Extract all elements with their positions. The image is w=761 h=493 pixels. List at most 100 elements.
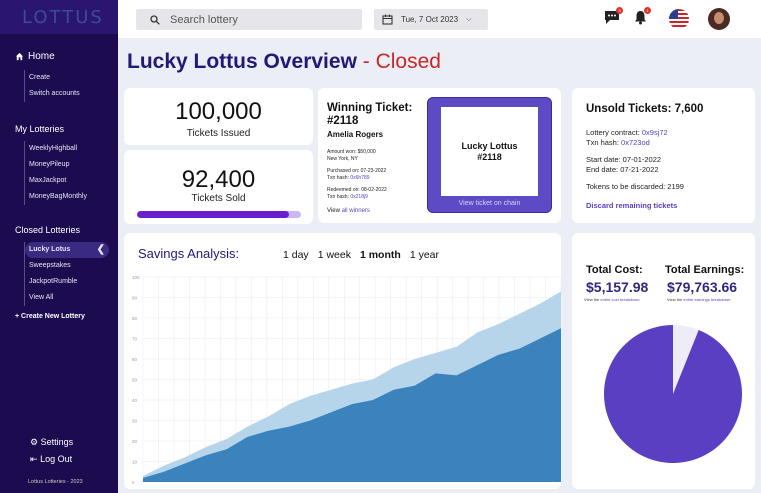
search-input[interactable] bbox=[170, 13, 340, 26]
lottery-contract-link[interactable]: 0x9sj72 bbox=[641, 128, 668, 137]
create-new-lottery-button[interactable]: + Create New Lottery bbox=[15, 313, 85, 320]
txn-label: Txn hash: bbox=[327, 194, 351, 200]
view-prefix: View bbox=[327, 208, 342, 214]
cost-breakdown-link[interactable]: entire cost breakdown bbox=[600, 297, 640, 302]
view-winners: View all winners bbox=[327, 208, 370, 215]
y-tick-label: 10 bbox=[132, 460, 138, 465]
tab-1-day[interactable]: 1 day bbox=[283, 249, 309, 261]
app-logo[interactable]: LOTTUS bbox=[0, 0, 118, 34]
y-tick-label: 70 bbox=[132, 337, 138, 342]
total-cost-label: Total Cost: bbox=[586, 264, 643, 276]
earnings-breakdown-link[interactable]: entire earnings breakdown bbox=[683, 297, 731, 302]
sidebar-item-create[interactable]: Create bbox=[29, 74, 51, 81]
closed-lotteries-list: Lucky Lotus ❮ Sweepstakes JackpotRumble … bbox=[24, 242, 109, 306]
winner-name: Amelia Rogers bbox=[327, 130, 384, 139]
txn-label: Txn hash: bbox=[586, 138, 622, 147]
sidebar-item-view-all[interactable]: View All bbox=[29, 294, 54, 301]
savings-analysis-card: Savings Analysis: 1 day 1 week 1 month 1… bbox=[124, 233, 561, 489]
calendar-icon bbox=[382, 14, 393, 25]
purchase-txn-link[interactable]: 0x6h789 bbox=[350, 175, 370, 181]
lottery-status: - Closed bbox=[356, 50, 441, 73]
sidebar-item-moneypileup[interactable]: MoneyPileup bbox=[29, 161, 70, 168]
user-avatar[interactable] bbox=[708, 8, 730, 30]
logout-icon: ⇤ bbox=[30, 454, 38, 464]
sidebar-item-jackpotrumble[interactable]: JackpotRumble bbox=[29, 278, 78, 285]
winner-location: New York, NY bbox=[327, 156, 358, 162]
winning-ticket-title: Winning Ticket: #2118 bbox=[327, 102, 413, 127]
redeem-date: Redeemed on: 08-02-2022 bbox=[327, 187, 387, 193]
tab-1-year[interactable]: 1 year bbox=[409, 249, 439, 261]
savings-title: Savings Analysis: bbox=[138, 246, 240, 261]
pie-slice-earnings bbox=[604, 325, 742, 463]
earnings-breakdown: View the entire earnings breakdown bbox=[667, 297, 731, 302]
notifications-button[interactable]: 1 bbox=[633, 7, 651, 30]
ticket-number: #2118 bbox=[477, 151, 502, 162]
pie-slice-cost bbox=[673, 325, 699, 394]
home-submenu: Create Switch accounts bbox=[24, 70, 80, 102]
y-tick-label: 0 bbox=[132, 480, 135, 485]
chevron-left-icon: ❮ bbox=[96, 244, 105, 255]
tickets-sold-label: Tickets Sold bbox=[191, 193, 246, 204]
logout-button[interactable]: ⇤ Log Out bbox=[30, 454, 72, 465]
sidebar-item-lucky-lotus[interactable]: Lucky Lotus ❮ bbox=[25, 242, 109, 258]
y-tick-label: 60 bbox=[132, 357, 138, 362]
earnings-sub-prefix: View the bbox=[667, 297, 684, 302]
sidebar-item-label: Lucky Lotus bbox=[29, 246, 71, 253]
messages-button[interactable]: 3 bbox=[604, 7, 623, 30]
top-header: Tue, 7 Oct 2023 ⌵ 3 1 bbox=[118, 0, 761, 38]
tickets-sold-progress-fill bbox=[137, 211, 289, 218]
home-icon bbox=[15, 52, 24, 61]
total-cost-value: $5,157.98 bbox=[586, 279, 649, 295]
chat-icon bbox=[605, 11, 619, 24]
tickets-sold-value: 92,400 bbox=[181, 166, 256, 193]
create-new-lottery-label: Create New Lottery bbox=[21, 313, 85, 320]
winner-amount: Amount won: $50,000 bbox=[327, 149, 376, 155]
sidebar-item-moneybagmonthly[interactable]: MoneyBagMonthly bbox=[29, 193, 87, 200]
language-selector[interactable] bbox=[668, 8, 690, 35]
tickets-issued-value: 100,000 bbox=[175, 98, 262, 125]
sidebar-item-switch-accounts[interactable]: Switch accounts bbox=[29, 90, 80, 97]
ticket-lottery-name: Lucky Lottus bbox=[461, 140, 518, 151]
plus-icon: + bbox=[15, 313, 20, 320]
tickets-sold-progress bbox=[137, 211, 301, 218]
sidebar-item-label: Home bbox=[28, 51, 55, 62]
cost-earnings-pie bbox=[604, 325, 742, 463]
settings-button[interactable]: ⚙ Settings bbox=[30, 437, 73, 448]
date-picker[interactable]: Tue, 7 Oct 2023 ⌵ bbox=[374, 9, 488, 30]
cost-breakdown: View the entire cost breakdown bbox=[584, 297, 640, 302]
discard-remaining-button[interactable]: Discard remaining tickets bbox=[586, 201, 678, 210]
tab-1-week[interactable]: 1 week bbox=[317, 249, 351, 261]
ticket-preview[interactable]: Lucky Lottus #2118 View ticket on chain bbox=[427, 97, 552, 213]
sidebar-item-sweepstakes[interactable]: Sweepstakes bbox=[29, 262, 71, 269]
sidebar-item-maxjackpot[interactable]: MaxJackpot bbox=[29, 177, 67, 184]
tickets-sold-card: 92,400 Tickets Sold bbox=[124, 150, 313, 224]
total-earnings-label: Total Earnings: bbox=[665, 264, 745, 276]
us-flag-icon bbox=[669, 9, 689, 29]
closed-lotteries-title: Closed Lotteries bbox=[15, 225, 81, 235]
sidebar-item-weeklyhighball[interactable]: WeeklyHighball bbox=[29, 145, 78, 152]
cost-earnings-card: Total Cost: $5,157.98 View the entire co… bbox=[572, 233, 755, 489]
footer-text: Lottus Lotteries - 2023 bbox=[28, 479, 83, 485]
contract-label: Lottery contract: bbox=[586, 128, 642, 137]
my-lotteries-title: My Lotteries bbox=[15, 124, 65, 134]
tokens-discard-count: Tokens to be discarded: 2199 bbox=[586, 182, 684, 191]
tickets-issued-card: 100,000 Tickets Issued bbox=[124, 88, 313, 145]
unsold-txn-link[interactable]: 0x723od bbox=[621, 138, 650, 147]
view-ticket-on-chain-link[interactable]: View ticket on chain bbox=[458, 200, 521, 207]
y-tick-label: 100 bbox=[132, 275, 140, 280]
notifications-badge: 1 bbox=[644, 7, 651, 14]
page-title-text: Lucky Lottus Overview bbox=[127, 50, 357, 73]
redeem-txn-link[interactable]: 0x218j9 bbox=[350, 194, 368, 200]
tickets-issued-label: Tickets Issued bbox=[186, 128, 251, 139]
sidebar-item-home[interactable]: Home bbox=[15, 51, 55, 62]
redeem-info: Redeemed on: 08-02-2022 Txn hash: 0x218j… bbox=[327, 187, 387, 201]
y-tick-label: 50 bbox=[132, 378, 138, 383]
date-range: Start date: 07-01-2022 End date: 07-21-2… bbox=[586, 155, 661, 175]
view-all-winners-link[interactable]: all winners bbox=[341, 208, 370, 214]
search-bar[interactable] bbox=[136, 9, 362, 30]
gear-icon: ⚙ bbox=[30, 437, 39, 447]
messages-badge: 3 bbox=[616, 7, 623, 14]
page-title: Lucky Lottus Overview - Closed bbox=[127, 50, 441, 74]
tab-1-month[interactable]: 1 month bbox=[359, 249, 401, 261]
bell-icon bbox=[635, 11, 646, 25]
